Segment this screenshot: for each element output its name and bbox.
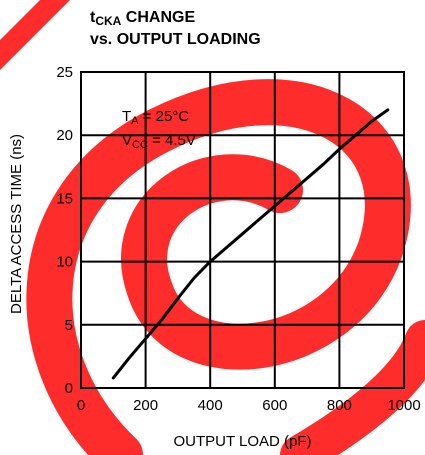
chart-subtitle: vs. OUTPUT LOADING — [90, 31, 261, 48]
temperature-annotation: TA = 25°C — [122, 108, 190, 127]
watermark-stripe — [0, 0, 70, 70]
y-tick-label: 5 — [65, 317, 73, 334]
y-axis-label: DELTA ACCESS TIME (ns) — [8, 134, 25, 314]
watermark-tail — [280, 320, 425, 455]
y-tick-labels: 0 5 10 15 20 25 — [56, 64, 73, 397]
y-tick-label: 25 — [56, 64, 73, 81]
y-tick-label: 0 — [65, 380, 73, 397]
x-tick-label: 400 — [198, 397, 223, 414]
x-tick-label: 800 — [327, 397, 352, 414]
x-axis-label: OUTPUT LOAD (pF) — [173, 433, 311, 450]
voltage-annotation: VCC = 4.5V — [122, 132, 196, 151]
x-tick-label: 0 — [77, 397, 85, 414]
x-tick-labels: 0 200 400 600 800 1000 — [77, 397, 421, 414]
y-tick-label: 10 — [56, 254, 73, 271]
x-tick-label: 600 — [262, 397, 287, 414]
series-line — [111, 108, 390, 380]
grid-lines — [81, 72, 404, 388]
chart-title: tCKA CHANGE — [90, 9, 196, 28]
plot-frame — [80, 71, 405, 389]
x-tick-label: 1000 — [387, 397, 420, 414]
y-tick-label: 20 — [56, 127, 73, 144]
y-tick-label: 15 — [56, 190, 73, 207]
x-tick-label: 200 — [133, 397, 158, 414]
